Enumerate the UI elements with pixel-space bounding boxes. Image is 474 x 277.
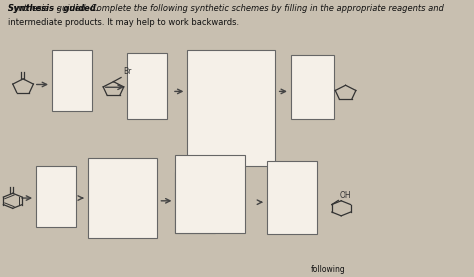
Bar [128,53,167,119]
Text: Synthesis - guided. Complete the following synthetic schemes by filling in the a: Synthesis - guided. Complete the followi… [8,4,444,13]
Bar [291,55,335,119]
Text: following: following [310,265,345,274]
Bar [175,172,215,233]
Text: Synthesis - guided.: Synthesis - guided. [8,4,99,13]
Bar [175,155,245,233]
Text: Br: Br [123,67,131,76]
Bar [187,50,275,166]
Text: OH: OH [339,191,351,199]
Text: intermediate products. It may help to work backwards.: intermediate products. It may help to wo… [8,18,239,27]
Bar [267,161,317,234]
Bar [36,166,76,227]
Bar [88,158,157,238]
Bar [52,50,91,111]
